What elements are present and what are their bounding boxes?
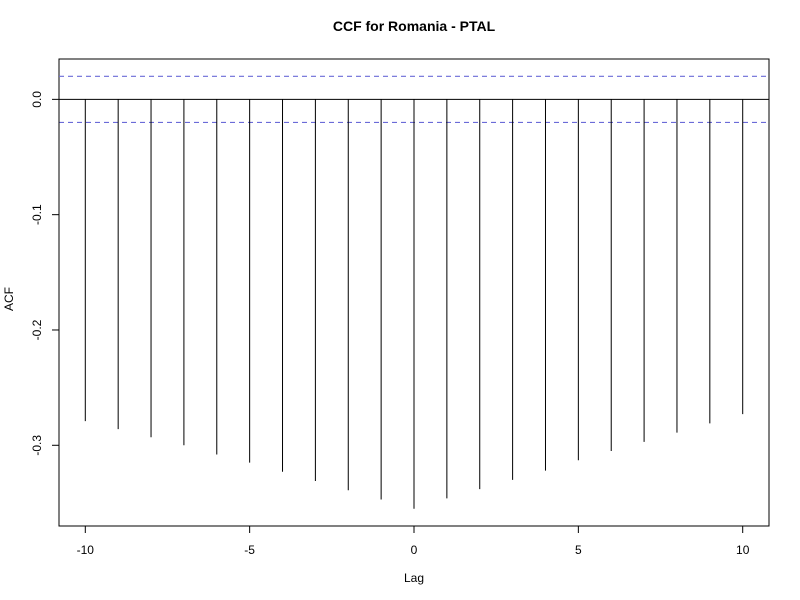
y-tick-label: 0.0 [30, 91, 44, 108]
y-tick-label: -0.3 [30, 435, 44, 456]
chart-title: CCF for Romania - PTAL [333, 18, 496, 34]
x-tick-label: 0 [411, 543, 418, 557]
x-tick-label: 10 [736, 543, 750, 557]
y-tick-label: -0.2 [30, 319, 44, 340]
y-tick-label: -0.1 [30, 204, 44, 225]
x-tick-label: -10 [77, 543, 95, 557]
y-axis-label: ACF [2, 287, 16, 311]
x-axis-label: Lag [404, 571, 424, 585]
x-axis: -10 -5 0 5 10 [77, 525, 750, 557]
ccf-bars [84, 99, 744, 509]
x-tick-label: -5 [244, 543, 255, 557]
y-axis: 0.0 -0.1 -0.2 -0.3 [30, 91, 60, 456]
x-tick-label: 5 [575, 543, 582, 557]
